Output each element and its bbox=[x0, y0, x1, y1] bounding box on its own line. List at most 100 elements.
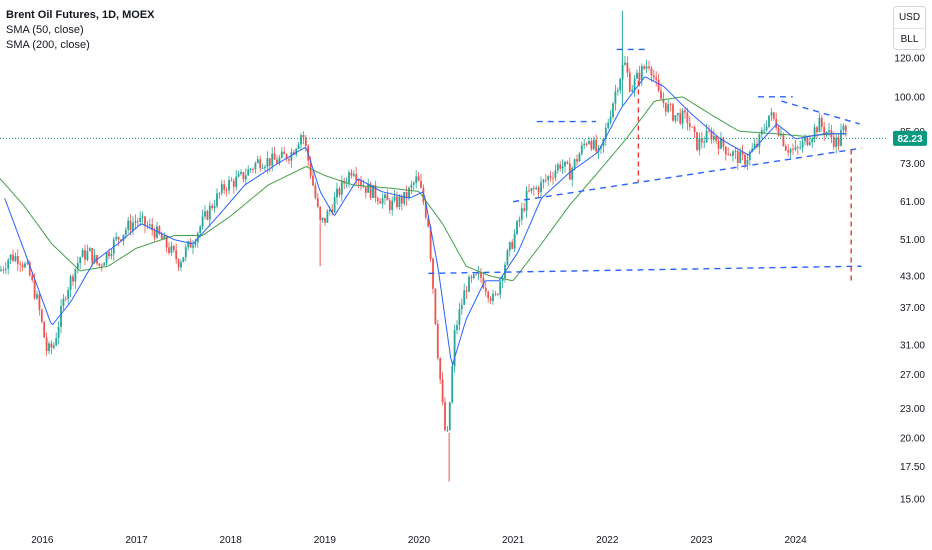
sma50-legend[interactable]: SMA (50, close) bbox=[6, 24, 84, 36]
y-tick-label: 73.00 bbox=[900, 159, 925, 170]
currency-label[interactable]: USD bbox=[898, 12, 921, 23]
candle-body bbox=[700, 138, 703, 143]
y-tick-label: 23.00 bbox=[900, 404, 925, 415]
candle-body bbox=[566, 161, 569, 164]
candle-body bbox=[74, 269, 77, 282]
candle-body bbox=[362, 185, 365, 188]
candle-body bbox=[535, 187, 538, 190]
candle-body bbox=[820, 117, 823, 128]
candle-body bbox=[787, 150, 790, 153]
candle-body bbox=[324, 217, 326, 223]
candle-body bbox=[280, 151, 283, 158]
candle-body bbox=[712, 135, 715, 140]
candle-body bbox=[626, 62, 629, 73]
candle-body bbox=[518, 219, 521, 222]
candle-body bbox=[367, 183, 370, 193]
candle-body bbox=[463, 290, 466, 305]
candle-body bbox=[340, 180, 343, 195]
candle-body bbox=[568, 163, 571, 180]
candle-body bbox=[72, 276, 74, 282]
candle-body bbox=[208, 205, 211, 220]
sma200-legend[interactable]: SMA (200, close) bbox=[6, 39, 90, 51]
candle-body bbox=[672, 104, 674, 121]
candle-body bbox=[612, 103, 614, 117]
candle-body bbox=[93, 255, 96, 263]
candle-body bbox=[532, 188, 535, 190]
candle-body bbox=[604, 128, 607, 139]
candle-body bbox=[679, 113, 682, 124]
candle-body bbox=[571, 167, 574, 180]
candle-body bbox=[124, 229, 127, 235]
candles bbox=[0, 10, 847, 482]
candle-body bbox=[132, 222, 134, 231]
candle-body bbox=[516, 221, 518, 234]
candle-body bbox=[28, 262, 31, 276]
candle-body bbox=[264, 166, 266, 169]
y-tick-label: 100.00 bbox=[894, 92, 925, 103]
candle-body bbox=[772, 112, 775, 119]
x-tick-label: 2022 bbox=[596, 535, 619, 546]
candle-body bbox=[62, 298, 65, 307]
price-axis[interactable]: 140.00120.00100.0085.0073.0061.0051.0043… bbox=[894, 21, 925, 506]
candle-body bbox=[458, 309, 461, 326]
candle-body bbox=[468, 276, 470, 292]
x-tick-label: 2019 bbox=[314, 535, 337, 546]
candle-body bbox=[744, 154, 746, 165]
candle-body bbox=[777, 128, 780, 136]
candle-body bbox=[408, 187, 410, 199]
x-tick-label: 2017 bbox=[125, 535, 148, 546]
candle-body bbox=[38, 294, 41, 310]
candle-body bbox=[547, 176, 550, 180]
candle-body bbox=[720, 137, 722, 149]
candle-body bbox=[122, 234, 125, 241]
candle-body bbox=[105, 252, 108, 264]
candle-body bbox=[204, 211, 206, 217]
time-axis[interactable]: 2016 2017 2018 2019 2020 2021 2022 2023 2024 bbox=[31, 535, 807, 546]
candle-body bbox=[321, 217, 324, 221]
price-badge-bg bbox=[893, 130, 927, 146]
candle-body bbox=[187, 241, 190, 248]
candle-body bbox=[405, 191, 408, 199]
candle-body bbox=[739, 151, 742, 164]
candle-body bbox=[727, 154, 730, 156]
candle-body bbox=[511, 242, 514, 249]
candle-body bbox=[614, 91, 617, 104]
candle-body bbox=[206, 211, 209, 220]
candle-body bbox=[16, 256, 19, 264]
candle-body bbox=[230, 180, 233, 181]
candle-body bbox=[456, 325, 458, 331]
candle-body bbox=[192, 245, 194, 248]
candle-body bbox=[662, 99, 665, 103]
candle-body bbox=[753, 144, 756, 149]
candle-body bbox=[811, 138, 814, 143]
candle-body bbox=[360, 181, 362, 186]
candle-body bbox=[784, 145, 787, 151]
candle-body bbox=[770, 112, 773, 116]
candle-body bbox=[480, 271, 482, 278]
candle-body bbox=[763, 129, 766, 131]
candle-body bbox=[681, 110, 684, 124]
candle-body bbox=[285, 154, 288, 160]
symbol-title[interactable]: Brent Oil Futures, 1D, MOEX bbox=[6, 9, 155, 21]
candle-body bbox=[734, 151, 737, 152]
candle-body bbox=[55, 338, 58, 346]
candle-body bbox=[628, 72, 631, 92]
candle-body bbox=[374, 185, 377, 199]
candle-body bbox=[396, 196, 398, 207]
candle-body bbox=[799, 147, 802, 149]
unit-label[interactable]: BLL bbox=[894, 28, 925, 50]
candle-body bbox=[290, 152, 293, 161]
candle-body bbox=[398, 196, 401, 207]
candle-body bbox=[199, 226, 202, 234]
candle-body bbox=[292, 152, 295, 155]
candle-body bbox=[444, 402, 446, 430]
candle-body bbox=[237, 173, 240, 177]
candle-body bbox=[674, 115, 677, 121]
candle-body bbox=[816, 127, 818, 133]
candle-body bbox=[746, 160, 749, 165]
candle-body bbox=[156, 226, 158, 238]
unit-selector[interactable]: USD BLL bbox=[893, 6, 926, 50]
candle-body bbox=[151, 224, 154, 231]
candle-body bbox=[624, 62, 626, 65]
